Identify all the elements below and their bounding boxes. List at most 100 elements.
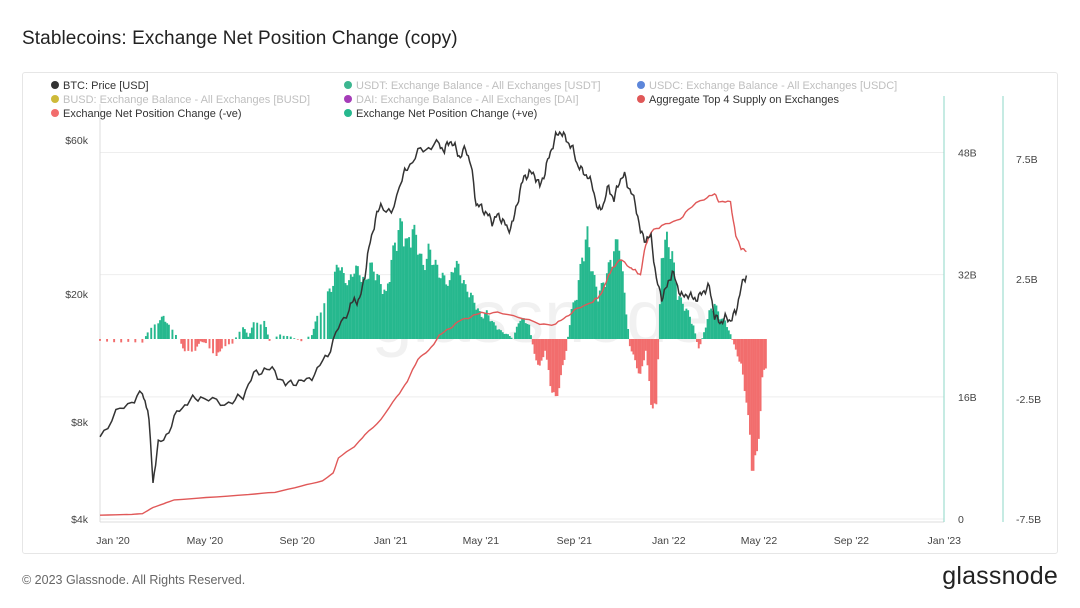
bar-negative [217,339,220,353]
bar-positive [153,324,156,339]
bar-positive [729,334,732,339]
bar-positive [514,332,517,339]
bar-negative [745,339,748,403]
legend[interactable]: BTC: Price [USD] USDT: Exchange Balance -… [51,80,897,120]
legend-item[interactable]: BTC: Price [USD] [51,80,149,92]
bar-negative [113,339,116,343]
x-tick-label: May '20 [187,535,224,547]
bar-negative [535,339,538,361]
bar-positive [671,251,674,339]
legend-item[interactable]: Exchange Net Position Change (+ve) [344,108,537,120]
legend-item[interactable]: USDC: Exchange Balance - All Exchanges [… [637,80,897,92]
bar-positive [609,259,612,339]
bar-positive [487,315,490,339]
bar-positive [491,320,494,339]
bar-negative [551,339,554,393]
bar-positive [674,282,677,339]
y-left-tick-label: $4k [71,514,89,526]
bar-negative [644,339,647,351]
bar-positive [607,262,610,339]
bar-positive [713,303,716,339]
bar-positive [568,325,571,339]
bar-negative [632,339,635,355]
bar-positive [614,239,617,339]
bar-negative [736,339,739,357]
legend-label: BTC: Price [USD] [63,80,149,92]
bar-negative [183,339,186,352]
bar-positive [455,260,458,339]
x-tick-label: Sep '20 [280,535,315,547]
bar-positive [404,238,407,339]
bar-positive [687,310,690,339]
bar-positive [342,273,345,339]
bar-positive [588,247,591,339]
x-tick-label: Jan '23 [927,535,961,547]
bar-positive [450,271,453,339]
bar-positive [395,250,398,339]
bar-positive [289,336,292,339]
bar-positive [489,321,492,339]
bar-positive [604,286,607,339]
legend-item[interactable]: Exchange Net Position Change (-ve) [51,108,242,120]
bar-positive [399,218,402,339]
bar-positive [374,280,377,339]
bar-negative [639,339,642,374]
bar-positive [590,271,592,339]
bar-positive [494,325,497,339]
bar-positive [245,332,248,339]
bar-positive [581,257,584,339]
legend-item[interactable]: BUSD: Exchange Balance - All Exchanges [… [51,94,310,106]
bar-positive [701,338,704,339]
bar-positive [332,285,335,339]
bar-positive [457,263,460,339]
bar-positive [526,323,529,339]
bar-positive [427,243,430,339]
bar-positive [466,291,469,339]
grid-layer [99,96,1004,523]
bar-positive [402,246,405,339]
bar-positive [408,237,411,339]
axes: $4k $8k $20k $60k 0 16B 32B 48B -7.5B -2.5B 2.5B 7.… [65,135,1041,547]
bar-positive [621,271,624,339]
bar-positive [441,272,444,339]
bar-positive [413,224,416,339]
bar-negative [757,339,760,439]
bar-positive [376,273,379,339]
bar-negative [761,339,764,378]
bar-positive [337,267,340,339]
bar-positive [593,275,596,339]
bar-positive [443,275,446,339]
bar-positive [445,284,448,339]
bar-positive [519,320,522,339]
bar-positive [385,291,388,339]
bar-positive [432,264,435,339]
legend-dot-icon [51,95,59,103]
bar-positive [480,317,483,339]
bar-negative [655,339,658,405]
bar-positive [704,327,707,339]
bar-positive [726,327,728,339]
bar-positive [406,238,409,339]
bar-negative [220,339,223,349]
bar-positive [616,239,619,339]
bar-positive [499,330,502,339]
brand-logo[interactable]: glassnode [942,562,1058,590]
bar-negative [734,339,737,350]
bar-positive [335,264,338,339]
legend-item[interactable]: USDT: Exchange Balance - All Exchanges [… [344,80,601,92]
bar-negative [763,339,766,370]
bar-negative [747,339,750,416]
bar-positive [471,295,474,339]
bar-positive [265,327,267,339]
bar-negative [740,339,743,364]
bar-positive [339,270,342,339]
bar-positive [477,308,479,339]
bar-negative [187,339,190,351]
bar-positive [574,300,577,339]
legend-item[interactable]: DAI: Exchange Balance - All Exchanges [D… [344,94,579,106]
bar-positive [401,221,403,339]
bar-negative [296,339,299,340]
bar-positive [692,325,695,339]
legend-item[interactable]: Aggregate Top 4 Supply on Exchanges [637,94,839,106]
bar-positive [330,291,333,339]
